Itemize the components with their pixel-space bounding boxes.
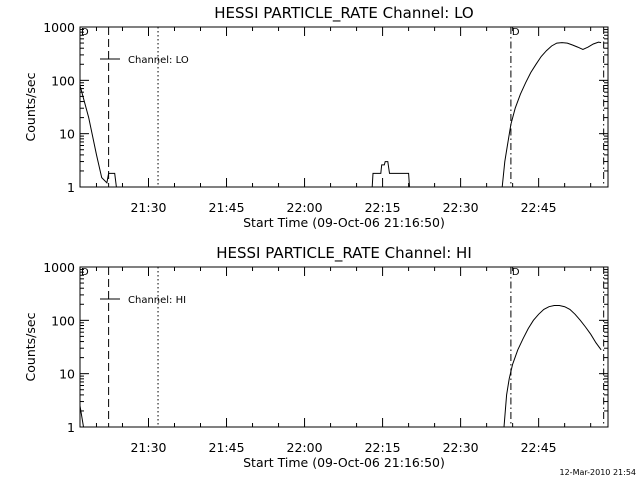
x-tick-label: 22:00 [287,440,323,455]
x-tick-label: 22:30 [443,200,479,215]
x-tick-label: 21:30 [130,200,166,215]
x-tick-label: 22:30 [443,440,479,455]
data-series-line [79,85,118,188]
y-tick-label: 1000 [43,260,75,275]
y-axis-label: Counts/sec [23,72,38,141]
corner-label: D [81,267,89,278]
marker-label: D [512,267,520,278]
y-tick-label: 1000 [43,20,75,35]
corner-label: D [81,27,89,38]
chart-title: HESSI PARTICLE_RATE Channel: HI [216,244,472,263]
y-tick-label: 10 [59,127,75,142]
plot-frame [79,266,609,428]
x-tick-label: 21:30 [130,440,166,455]
data-series-line [501,41,602,188]
x-tick-label: 22:15 [365,440,401,455]
x-tick-label: 22:00 [287,200,323,215]
data-series-line [371,161,410,188]
marker-label: D [512,27,520,38]
legend-label: Channel: LO [128,55,189,66]
data-series-line [79,405,84,428]
x-tick-label: 21:45 [209,200,245,215]
x-tick-label: 22:15 [365,200,401,215]
x-tick-label: 22:45 [521,200,557,215]
y-axis-label: Counts/sec [23,312,38,381]
panel-channel-lo: HESSI PARTICLE_RATE Channel: LO 1 10 100 100… [23,4,609,230]
x-axis-label: Start Time (09-Oct-06 21:16:50) [243,215,445,230]
legend-label: Channel: HI [128,295,186,306]
y-tick-label: 1 [67,420,75,435]
y-tick-label: 100 [51,73,75,88]
timestamp-stamp: 12-Mar-2010 21:54 [560,468,637,477]
y-tick-label: 100 [51,313,75,328]
y-tick-label: 1 [67,180,75,195]
chart-title: HESSI PARTICLE_RATE Channel: LO [214,4,473,23]
plot-frame [79,26,609,188]
x-axis-label: Start Time (09-Oct-06 21:16:50) [243,455,445,470]
data-series-line [503,305,602,428]
x-tick-label: 21:45 [209,440,245,455]
y-tick-label: 10 [59,367,75,382]
panel-channel-hi: HESSI PARTICLE_RATE Channel: HI 1 10 100 100… [23,244,609,470]
x-tick-label: 22:45 [521,440,557,455]
